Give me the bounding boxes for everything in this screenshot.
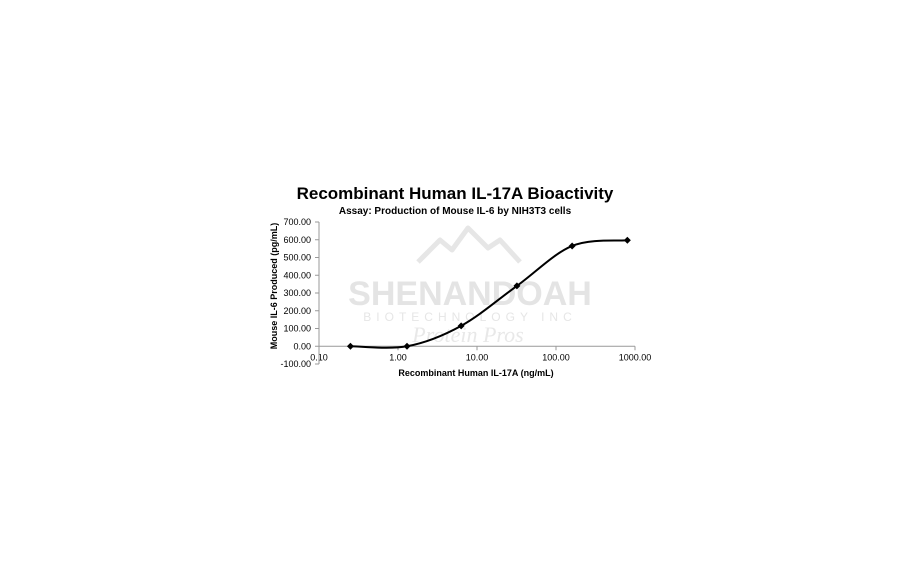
series-markers bbox=[346, 236, 631, 350]
x-tick-label: 10.00 bbox=[466, 352, 489, 362]
y-tick-label: 400.00 bbox=[283, 270, 311, 280]
data-point bbox=[403, 342, 411, 350]
data-point bbox=[457, 322, 465, 330]
watermark-tagline: Protein Pros bbox=[411, 322, 523, 347]
watermark-subtitle: BIOTECHNOLOGY INC bbox=[363, 310, 576, 324]
chart-subtitle: Assay: Production of Mouse IL-6 by NIH3T… bbox=[339, 206, 572, 217]
x-axis-ticks: 0.10 1.00 10.00 100.00 1000.00 bbox=[310, 346, 651, 362]
x-tick-label: 1.00 bbox=[389, 352, 407, 362]
x-axis-label: Recombinant Human IL-17A (ng/mL) bbox=[398, 368, 553, 378]
y-axis-ticks: -100.00 0.00 100.00 200.00 300.00 400.00 500.0… bbox=[280, 217, 319, 369]
data-point bbox=[346, 342, 354, 350]
y-tick-label: 100.00 bbox=[283, 324, 311, 334]
watermark-logo: SHENANDOAH BIOTECHNOLOGY INC Protein Pro… bbox=[348, 225, 592, 347]
y-axis-label: Mouse IL-6 Produced (pg/mL) bbox=[269, 223, 279, 350]
data-point bbox=[513, 282, 521, 290]
y-tick-label: 200.00 bbox=[283, 306, 311, 316]
data-point bbox=[568, 242, 576, 250]
y-tick-label: -100.00 bbox=[280, 359, 311, 369]
mountain-logo-icon bbox=[416, 225, 522, 264]
x-tick-label: 1000.00 bbox=[619, 352, 652, 362]
y-tick-label: 600.00 bbox=[283, 235, 311, 245]
data-point bbox=[623, 236, 631, 244]
watermark-name: SHENANDOAH bbox=[348, 275, 592, 313]
y-tick-label: 300.00 bbox=[283, 288, 311, 298]
y-tick-label: 0.00 bbox=[293, 341, 311, 351]
y-tick-label: 700.00 bbox=[283, 217, 311, 227]
x-tick-label: 100.00 bbox=[542, 352, 570, 362]
chart-title: Recombinant Human IL-17A Bioactivity bbox=[297, 184, 614, 203]
y-tick-label: 500.00 bbox=[283, 253, 311, 263]
